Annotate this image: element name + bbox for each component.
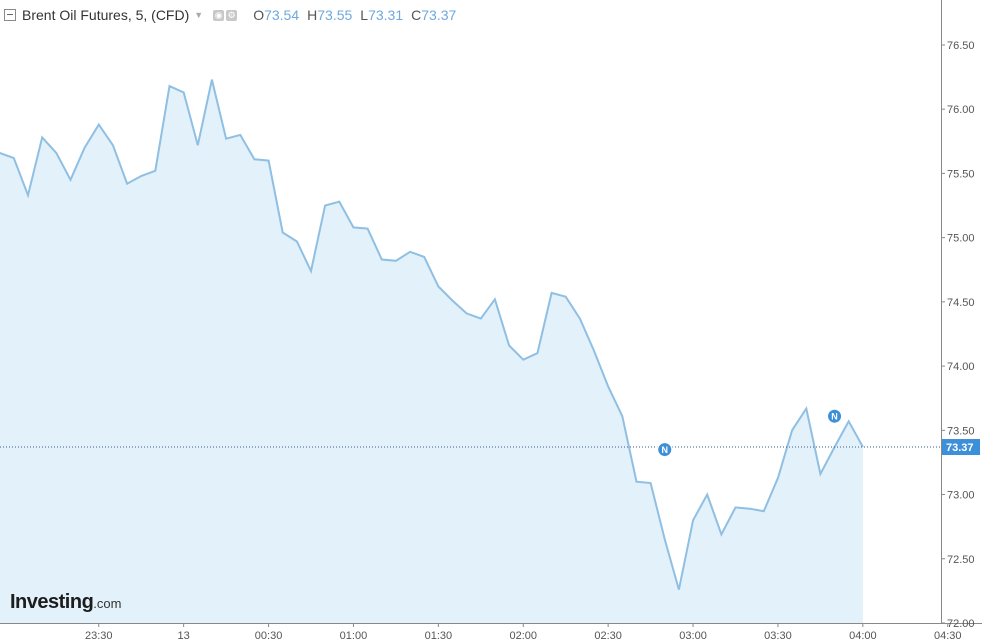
x-tick-label: 04:30: [934, 630, 962, 642]
x-axis[interactable]: 23:30 13 00:30 01:00 01:30 02:00 02:30 03:00 03:…: [85, 623, 962, 642]
news-marker[interactable]: N: [656, 441, 673, 458]
collapse-legend-button[interactable]: [4, 9, 16, 21]
eye-icon[interactable]: ◉: [213, 9, 225, 21]
y-tick-label: 76.50: [947, 40, 975, 52]
y-tick-label: 73.50: [947, 425, 975, 437]
current-price-badge: [942, 439, 980, 456]
dropdown-caret-icon[interactable]: ▼: [194, 10, 204, 20]
news-marker-dot: [658, 443, 672, 457]
y-tick-label: 72.50: [947, 554, 975, 566]
settings-icon[interactable]: ⚙: [226, 9, 238, 21]
close-label: C: [411, 7, 422, 23]
chart-legend: Brent Oil Futures, 5, (CFD) ▼ ◉ ⚙ O 73.54…: [4, 6, 456, 24]
y-tick-label: 73.00: [947, 490, 975, 502]
y-tick-label: 76.00: [947, 104, 975, 116]
x-tick-label: 23:30: [85, 630, 113, 642]
price-area-fill: [0, 79, 863, 623]
y-tick-label: 74.00: [947, 361, 975, 373]
high-label: H: [307, 7, 318, 23]
x-tick-label: 00:30: [255, 630, 283, 642]
close-value: 73.37: [421, 7, 457, 23]
price-line: [0, 79, 864, 590]
news-marker-dot: [828, 409, 842, 423]
y-tick-label: 75.00: [947, 233, 975, 245]
open-label: O: [253, 7, 265, 23]
y-tick-label: 74.50: [947, 297, 975, 309]
ohlc-values: O 73.54 H 73.55 L 73.31 C 73.37: [245, 7, 456, 23]
x-tick-label: 13: [178, 630, 190, 642]
x-tick-label: 02:00: [509, 630, 537, 642]
x-tick-label: 03:30: [764, 630, 792, 642]
x-tick-label: 01:00: [340, 630, 368, 642]
low-value: 73.31: [368, 7, 404, 23]
open-value: 73.54: [264, 7, 300, 23]
y-tick-label: 75.50: [947, 168, 975, 180]
low-label: L: [360, 7, 369, 23]
current-price-label: 73.37: [946, 442, 974, 454]
x-tick-label: 02:30: [594, 630, 622, 642]
y-tick-label: 72.00: [947, 618, 975, 630]
high-value: 73.55: [317, 7, 353, 23]
investing-logo: Investing.com: [10, 591, 121, 614]
news-marker-label: N: [831, 412, 838, 422]
instrument-title[interactable]: Brent Oil Futures, 5, (CFD): [22, 7, 190, 23]
news-marker-label: N: [662, 445, 669, 455]
news-marker[interactable]: N: [826, 408, 843, 425]
x-tick-label: 03:00: [679, 630, 707, 642]
logo-tld: .com: [93, 596, 122, 611]
y-axis[interactable]: 72.00 72.50 73.00 73.50 74.00 74.50 75.00 75.50…: [941, 40, 975, 630]
x-tick-label: 04:00: [849, 630, 877, 642]
logo-brand: Investing: [10, 591, 94, 613]
x-tick-label: 01:30: [425, 630, 453, 642]
